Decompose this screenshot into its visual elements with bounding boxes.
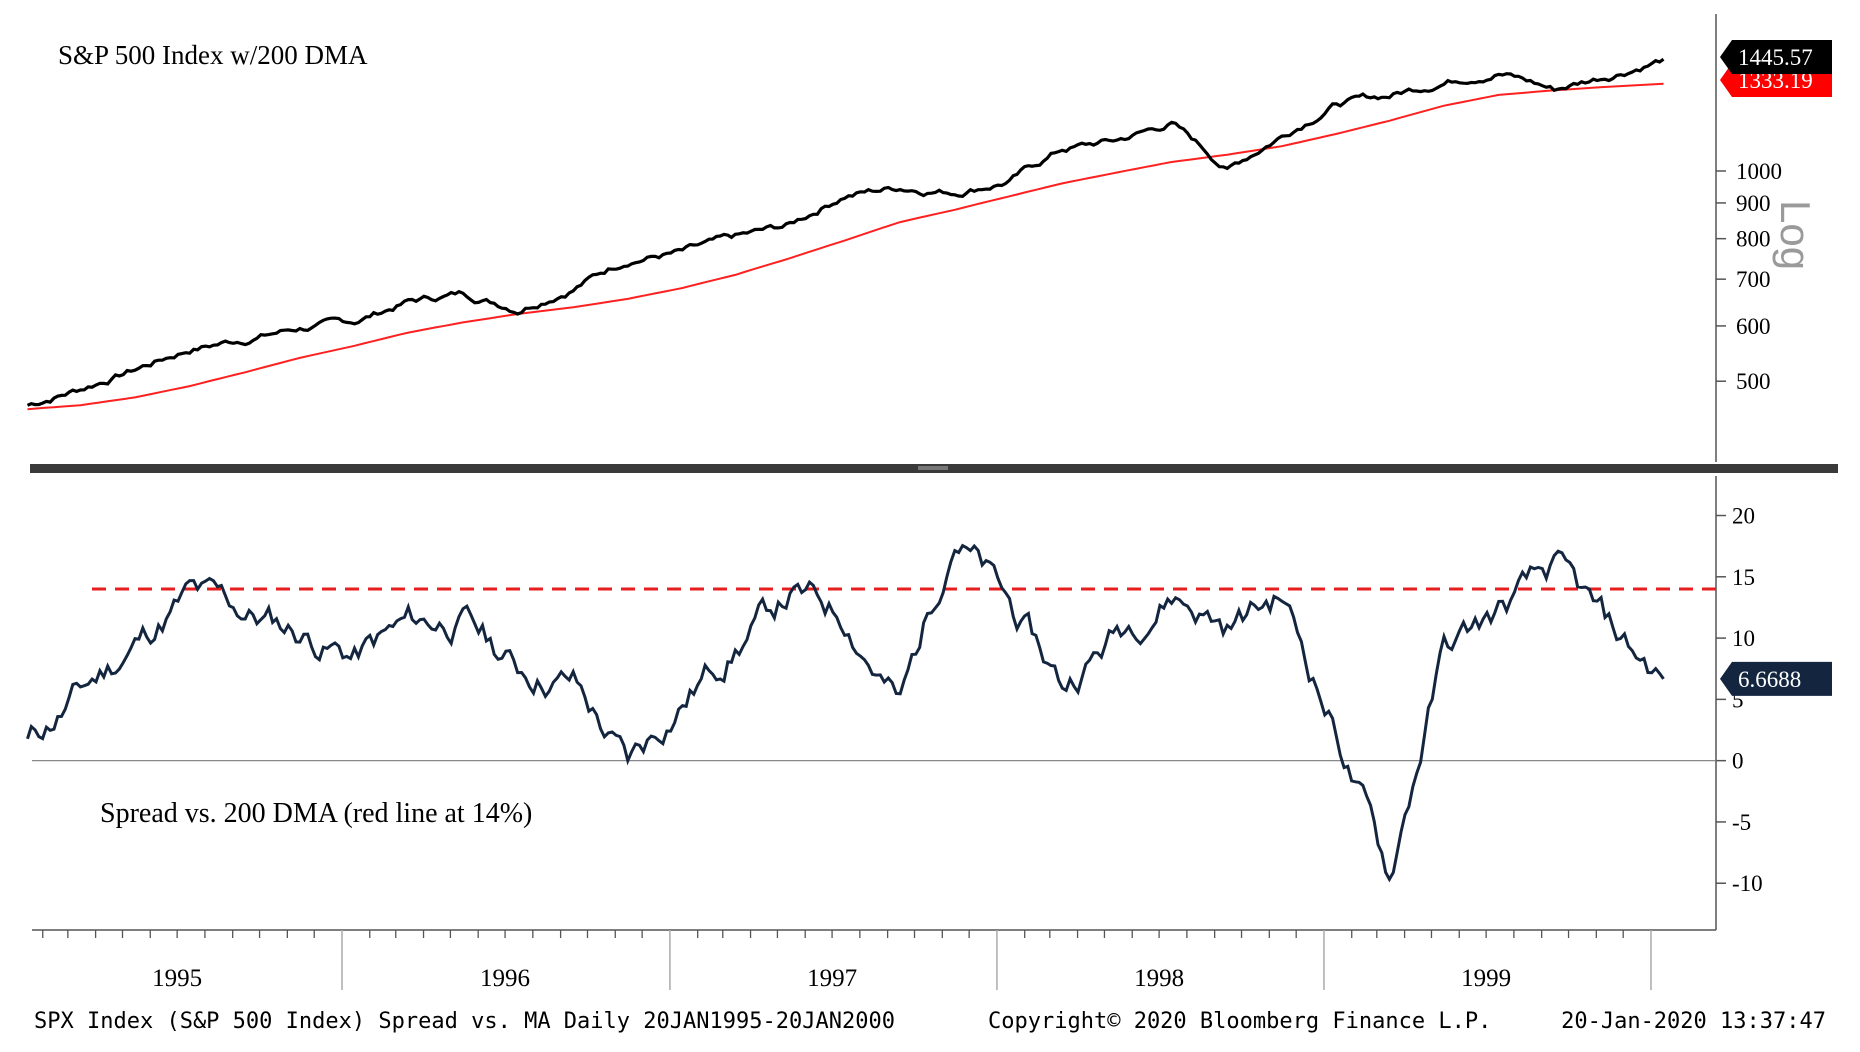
svg-text:1445.57: 1445.57	[1738, 45, 1813, 70]
bottom-y-tick-label: -5	[1732, 810, 1751, 835]
x-axis: 1995 1996 1997 1998 1999	[32, 929, 1716, 992]
bottom-y-tick-label: 10	[1732, 626, 1755, 651]
bottom-panel: Spread vs. 200 DMA (red line at 14%) -10…	[26, 476, 1832, 930]
x-tick-label: 1996	[480, 965, 530, 992]
footer-security-info: SPX Index (S&P 500 Index) Spread vs. MA …	[34, 1009, 895, 1034]
divider-grip[interactable]	[918, 466, 948, 470]
top-plot-area	[26, 57, 1665, 411]
spread-value-tag: 6.6688	[1720, 661, 1832, 696]
spread-line	[26, 543, 1665, 883]
top-y-tick-label: 1000	[1736, 159, 1782, 184]
svg-text:6.6688: 6.6688	[1738, 667, 1801, 692]
top-panel: S&P 500 Index w/200 DMA Log 500 600 700 800…	[26, 14, 1832, 462]
x-tick-label: 1995	[152, 965, 202, 992]
footer-timestamp: 20-Jan-2020 13:37:47	[1561, 1009, 1826, 1034]
bottom-y-tick-label: 0	[1732, 749, 1744, 774]
x-tick-label: 1997	[807, 965, 857, 992]
bottom-plot-area	[26, 543, 1716, 883]
top-y-tick-label: 500	[1736, 369, 1771, 394]
top-y-tick-label: 900	[1736, 191, 1771, 216]
bottom-y-tick-label: 20	[1732, 504, 1755, 529]
spx-price-line	[26, 57, 1665, 407]
bottom-y-tick-label: -10	[1732, 871, 1763, 896]
log-scale-label: Log	[1772, 200, 1819, 270]
bottom-value-tags: 6.6688	[1720, 661, 1832, 696]
x-tick-label: 1998	[1134, 965, 1184, 992]
footer-copyright: Copyright© 2020 Bloomberg Finance L.P.	[988, 1009, 1491, 1034]
top-y-axis: 500 600 700 800 900 1000	[1715, 14, 1782, 462]
top-y-tick-label: 600	[1736, 314, 1771, 339]
top-y-tick-label: 800	[1736, 227, 1771, 252]
x-tick-label: 1999	[1461, 965, 1511, 992]
price-value-tag: 1445.57	[1720, 40, 1832, 74]
bottom-chart-title: Spread vs. 200 DMA (red line at 14%)	[100, 798, 532, 829]
top-chart-title: S&P 500 Index w/200 DMA	[58, 40, 368, 70]
top-y-tick-label: 700	[1736, 267, 1771, 292]
bottom-y-axis: -10 -5 0 5 10 15 20	[1715, 476, 1763, 930]
bottom-y-tick-label: 15	[1732, 565, 1755, 590]
bottom-y-tick-label: 5	[1732, 687, 1744, 712]
ma-200-line	[27, 82, 1664, 411]
